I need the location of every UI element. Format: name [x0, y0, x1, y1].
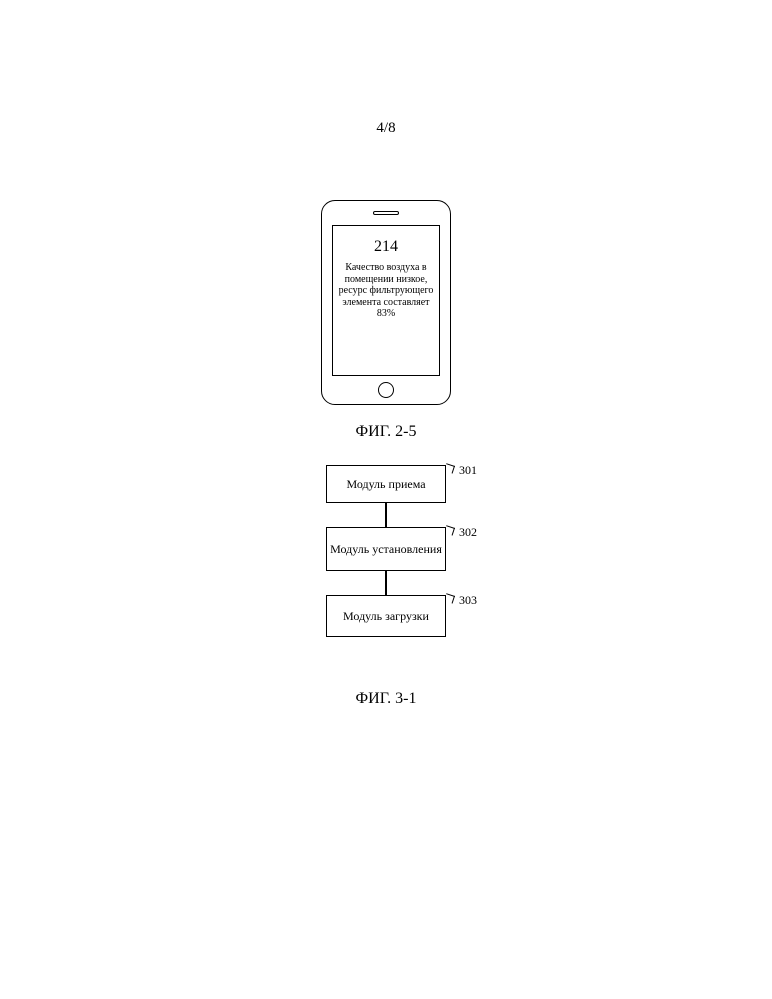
flow-node-loading: Модуль загрузки 303: [326, 595, 446, 637]
flow-connector: [385, 503, 386, 527]
flow-node-ref: 302: [459, 525, 477, 540]
flow-node-label: Модуль приема: [346, 477, 425, 492]
flow-node-label: Модуль установления: [330, 542, 442, 557]
figure-caption-2-5: ФИГ. 2-5: [356, 423, 417, 441]
phone-screen: 214 Качество воздуха в помещении низкое,…: [332, 225, 440, 376]
figure-caption-3-1: ФИГ. 3-1: [356, 690, 417, 708]
flow-node-ref: 301: [459, 463, 477, 478]
phone-speaker: [373, 211, 399, 215]
flowchart: Модуль приема 301 Модуль установления 30…: [286, 465, 486, 637]
ref-tick: [444, 593, 455, 603]
phone-home-button: [378, 382, 394, 398]
ref-tick: [444, 525, 455, 535]
ref-tick: [444, 463, 455, 473]
flow-node-establishment: Модуль установления 302: [326, 527, 446, 571]
air-quality-value: 214: [337, 238, 435, 256]
phone-device: 214 Качество воздуха в помещении низкое,…: [321, 200, 451, 405]
flow-node-ref: 303: [459, 593, 477, 608]
flow-node-reception: Модуль приема 301: [326, 465, 446, 503]
flow-connector: [385, 571, 386, 595]
page-number: 4/8: [376, 120, 395, 137]
flow-node-label: Модуль загрузки: [343, 609, 429, 624]
air-quality-description: Качество воздуха в помещении низкое, рес…: [337, 262, 435, 320]
